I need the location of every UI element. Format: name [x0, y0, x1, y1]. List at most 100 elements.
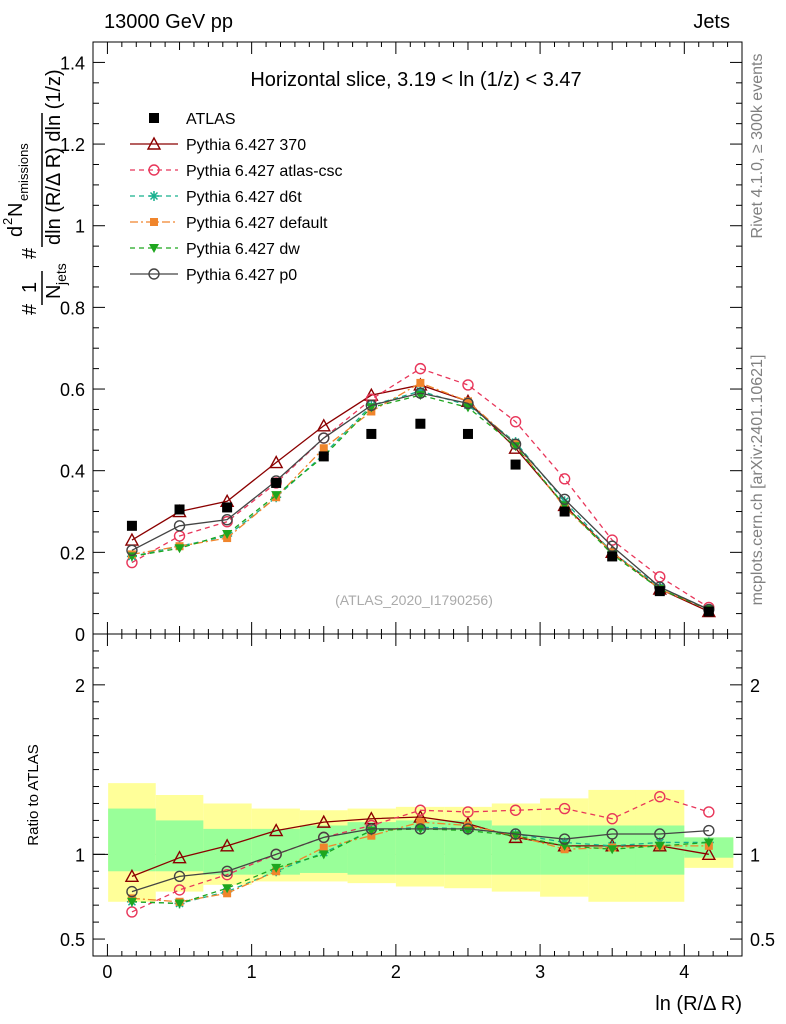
data-point: [559, 506, 570, 517]
legend-label: Pythia 6.427 default: [186, 215, 328, 232]
inner-band-bin: [203, 828, 252, 875]
x-tick-label: 1: [247, 962, 257, 982]
series-point: [509, 438, 522, 450]
ratio-point: [222, 884, 233, 894]
ratio-point: [319, 843, 328, 852]
y-tick-label-main: 0.6: [60, 380, 85, 400]
series-line: [131, 367, 710, 609]
ratio-uncertainty-bands: [108, 783, 734, 902]
data-point: [271, 477, 282, 488]
legend: ATLAS Pythia 6.427 370 Pythia 6.427 atlas-…: [130, 111, 343, 284]
ratio-point: [318, 850, 329, 860]
y-axis-label-main: # 1 N jets # d 2 N emissions dln (R/Δ R)…: [0, 69, 69, 315]
legend-entry-data: ATLAS: [149, 111, 236, 128]
ratio-point: [126, 897, 137, 907]
mcplots-label: mcplots.cern.ch [arXiv:2401.10621]: [749, 355, 766, 606]
y-tick-label-ratio: 2: [75, 676, 85, 696]
ratio-point: [509, 804, 522, 816]
y-axis-label-ratio: Ratio to ATLAS: [25, 744, 42, 845]
legend-label: ATLAS: [186, 111, 236, 128]
ratio-point: [703, 838, 714, 848]
ratio-point: [270, 848, 282, 861]
ratio-point: [221, 868, 233, 881]
legend-label: Pythia 6.427 370: [186, 137, 306, 154]
series-point: [126, 544, 138, 557]
data-point: [415, 418, 426, 429]
ratio-point: [367, 831, 376, 840]
ratio-point: [416, 818, 425, 827]
ratio-point: [219, 838, 235, 852]
legend-marker: [146, 136, 162, 150]
series-point: [606, 540, 618, 552]
series-point: [174, 544, 185, 554]
series-line: [131, 382, 710, 611]
series-line: [131, 392, 710, 611]
series-point: [268, 455, 284, 469]
series-point: [173, 520, 186, 532]
y-tick-label-main: 0.2: [60, 543, 85, 563]
inner-band-bin: [108, 808, 156, 872]
series-point: [414, 362, 427, 375]
ratio-plot-border: [92, 633, 743, 957]
ratio-point: [221, 865, 233, 877]
series-main-0: [124, 377, 717, 618]
legend-marker: [149, 113, 159, 123]
svg-text:emissions: emissions: [16, 143, 31, 201]
ratio-point: [606, 828, 618, 840]
ratio-point: [654, 841, 665, 851]
series-main-3: [127, 378, 713, 614]
ratio-point: [509, 828, 522, 840]
data-point: [703, 606, 714, 617]
legend-entry-4: Pythia 6.427 dw: [130, 241, 300, 258]
series-point: [463, 397, 472, 406]
ratio-line: [131, 828, 709, 893]
ratio-point: [463, 821, 472, 830]
ratio-point: [414, 804, 427, 816]
series-point: [462, 379, 474, 391]
data-point: [174, 504, 185, 515]
header-left: 13000 GeV pp: [104, 11, 233, 33]
legend-entry-1: Pythia 6.427 atlas-csc: [130, 163, 343, 180]
svg-text:N: N: [43, 285, 65, 299]
data-point: [222, 502, 233, 513]
atlas-data-points: [126, 418, 714, 617]
data-point: [318, 451, 329, 462]
data-point: [366, 428, 377, 439]
x-tick-label: 0: [102, 962, 112, 982]
y-tick-label-main: 0.4: [60, 462, 85, 482]
ratio-point: [558, 802, 571, 815]
y-tick-label-ratio: 0.5: [60, 930, 85, 950]
legend-marker: [149, 244, 159, 253]
ratio-point: [172, 850, 187, 864]
series-point: [222, 529, 233, 539]
svg-text:#: #: [19, 303, 41, 315]
legend-label: Pythia 6.427 d6t: [186, 189, 302, 206]
series-ratio-1: [126, 790, 715, 918]
series-point: [271, 491, 282, 501]
series-point: [316, 418, 331, 432]
ratio-point: [271, 863, 282, 873]
svg-text:d: d: [5, 226, 27, 237]
x-tick-label: 3: [535, 962, 545, 982]
y-tick-label-ratio-right: 2: [750, 676, 760, 696]
ratio-point: [173, 884, 186, 896]
y-tick-label-ratio-right: 1: [750, 845, 760, 865]
y-tick-label-main: 1.4: [60, 53, 85, 73]
y-tick-label-main: 1: [75, 217, 85, 237]
ratio-point: [173, 870, 186, 883]
x-tick-label: 2: [391, 962, 401, 982]
series-point: [654, 571, 666, 583]
ratio-point: [126, 906, 138, 918]
ratio-point: [174, 899, 185, 909]
analysis-watermark: (ATLAS_2020_I1790256): [335, 592, 493, 608]
y-tick-label-ratio: 1: [75, 845, 85, 865]
series-point: [414, 387, 427, 399]
ratio-point: [126, 885, 138, 898]
series-point: [318, 432, 330, 444]
series-point: [319, 444, 328, 453]
ratio-point: [654, 828, 666, 840]
ratio-point: [318, 831, 330, 844]
chart-title: Horizontal slice, 3.19 < ln (1/z) < 3.47: [250, 69, 581, 91]
legend-marker: [148, 164, 160, 176]
